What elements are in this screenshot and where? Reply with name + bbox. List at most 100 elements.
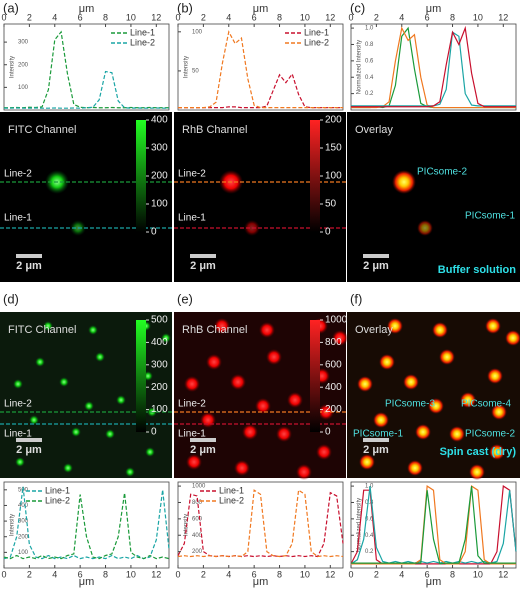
particle-label: PICsome-1 <box>353 429 403 440</box>
y-tick-label: 0.6 <box>365 516 374 522</box>
x-tick-label: 2 <box>27 12 32 22</box>
particle-label: PICsome-3 <box>385 399 435 410</box>
legend-label: Line-1 <box>45 485 70 495</box>
colorbar-tick-label: 200 <box>151 382 168 393</box>
line-label: Line-2 <box>178 169 206 180</box>
particle <box>316 444 332 460</box>
x-tick-label: 0 <box>1 569 6 579</box>
plot-frame <box>350 23 517 111</box>
scale-bar-label: 2 μm <box>363 444 389 456</box>
particle <box>373 412 389 428</box>
y-tick-label: 300 <box>18 40 29 46</box>
particle-label: PICsome-2 <box>465 429 515 440</box>
data-line <box>4 70 169 109</box>
particle <box>84 401 94 411</box>
particle <box>63 463 73 473</box>
x-axis-label: μm <box>79 3 95 15</box>
particle <box>145 447 155 457</box>
x-tick-label: 8 <box>103 12 108 22</box>
x-tick-label: 0 <box>1 12 6 22</box>
image-caption: Buffer solution <box>438 264 516 276</box>
colorbar-tick-label: 400 <box>151 115 168 126</box>
colorbar-tick-label: 0 <box>325 227 331 238</box>
x-tick-label: 12 <box>498 569 508 579</box>
particle <box>407 460 423 476</box>
colorbar-tick-label: 0 <box>325 427 331 438</box>
y-tick-label: 200 <box>18 62 29 68</box>
line-label: Line-1 <box>178 429 206 440</box>
x-tick-label: 8 <box>450 569 455 579</box>
scale-bar <box>16 438 42 442</box>
x-tick-label: 6 <box>252 12 257 22</box>
x-tick-label: 4 <box>399 12 404 22</box>
x-tick-label: 0 <box>348 12 353 22</box>
y-tick-label: 0.4 <box>365 75 374 81</box>
y-axis-label: Intensity <box>10 514 16 536</box>
data-line <box>177 489 344 558</box>
data-line <box>351 486 516 565</box>
colorbar-tick-label: 200 <box>325 115 342 126</box>
particle <box>43 321 53 331</box>
y-tick-label: 100 <box>192 29 203 35</box>
particle <box>387 318 403 334</box>
particle-label: PICsome-4 <box>461 399 511 410</box>
image-title: RhB Channel <box>182 124 247 136</box>
data-line <box>351 25 516 108</box>
particle <box>379 354 395 370</box>
particle <box>255 398 271 414</box>
x-tick-label: 2 <box>374 12 379 22</box>
particle <box>15 457 25 467</box>
colorbar-tick-label: 800 <box>325 337 342 348</box>
x-axis-label: μm <box>253 576 269 588</box>
particle <box>332 330 348 346</box>
particle <box>487 368 503 384</box>
legend-label: Line-1 <box>130 27 155 37</box>
scale-bar-label: 2 μm <box>16 260 42 272</box>
data-line <box>177 491 344 558</box>
image-title: Overlay <box>355 124 393 136</box>
x-tick-label: 4 <box>52 12 57 22</box>
scale-bar-label: 2 μm <box>363 260 389 272</box>
image-title: FITC Channel <box>8 324 76 336</box>
particle <box>469 464 485 480</box>
y-tick-label: 400 <box>18 503 29 509</box>
particle <box>234 460 250 476</box>
particle <box>296 464 312 480</box>
particle <box>29 415 39 425</box>
y-tick-label: 0.6 <box>365 58 374 64</box>
colorbar-tick-label: 200 <box>151 171 168 182</box>
x-tick-label: 2 <box>201 12 206 22</box>
panel-label: (d) <box>3 291 19 306</box>
x-tick-label: 6 <box>252 569 257 579</box>
particle <box>200 412 216 428</box>
colorbar <box>310 120 320 232</box>
particle <box>206 354 222 370</box>
legend-label: Line-1 <box>304 27 329 37</box>
particle <box>266 349 282 365</box>
particle <box>186 454 202 470</box>
particle <box>403 374 419 390</box>
y-tick-label: 800 <box>192 500 203 506</box>
colorbar-tick-label: 600 <box>325 359 342 370</box>
x-tick-label: 6 <box>78 12 83 22</box>
colorbar-tick-label: 100 <box>325 171 342 182</box>
particle <box>71 427 81 437</box>
x-tick-label: 10 <box>473 569 483 579</box>
particle <box>259 322 275 338</box>
y-tick-label: 0.8 <box>365 500 374 506</box>
x-tick-label: 8 <box>277 569 282 579</box>
y-tick-label: 100 <box>18 85 29 91</box>
colorbar-tick-label: 200 <box>325 404 342 415</box>
particle <box>230 374 246 390</box>
particle-label: PICsome-2 <box>417 167 467 178</box>
x-tick-label: 12 <box>151 569 161 579</box>
colorbar-tick-label: 0 <box>151 227 157 238</box>
particle <box>242 424 258 440</box>
x-tick-label: 0 <box>175 569 180 579</box>
line-label: Line-2 <box>4 399 32 410</box>
scale-bar <box>363 438 389 442</box>
colorbar-tick-label: 1000 <box>325 315 348 326</box>
x-tick-label: 10 <box>126 12 136 22</box>
colorbar <box>136 120 146 232</box>
